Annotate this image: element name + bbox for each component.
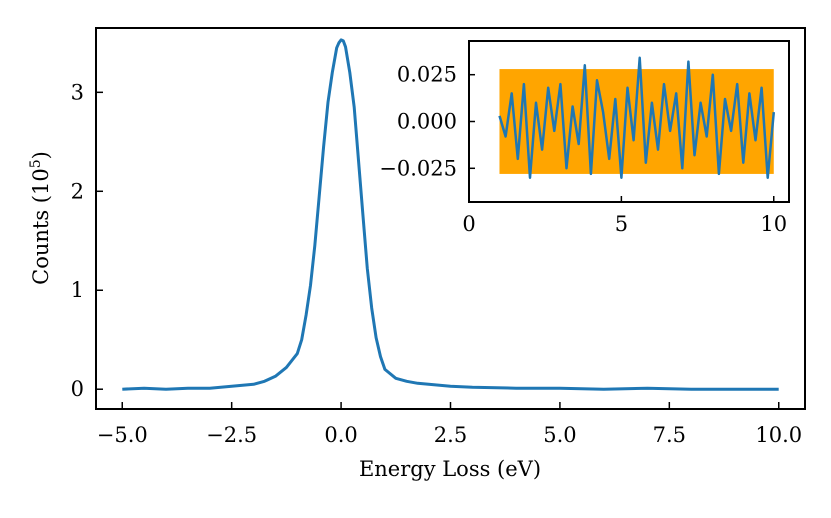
x-tick-label: 5.0 xyxy=(543,423,576,447)
y-axis-label: Counts (105) xyxy=(28,151,53,285)
x-tick-label: 0.0 xyxy=(324,423,357,447)
y-axis-label-main: Counts (10 xyxy=(29,168,53,285)
x-tick-label: 7.5 xyxy=(653,423,686,447)
inset-y-tick-label: −0.025 xyxy=(379,156,457,180)
y-axis-label-exponent: 5 xyxy=(28,159,44,168)
main-axes: −5.0 −2.5 0.0 2.5 5.0 7.5 10.0 0 1 2 3 Energy Loss… xyxy=(28,27,806,481)
y-tick-label: 3 xyxy=(71,80,84,104)
x-tick-label: −5.0 xyxy=(97,423,148,447)
inset-ticks: 0 5 10 0.025 0.000 −0.025 xyxy=(379,63,787,236)
x-tick-label: −2.5 xyxy=(206,423,257,447)
inset-x-tick-label: 10 xyxy=(760,212,787,236)
inset-plot-layer xyxy=(498,56,776,179)
y-tick-label: 1 xyxy=(71,278,84,302)
x-tick-label: 2.5 xyxy=(434,423,467,447)
inset-x-tick-label: 0 xyxy=(462,212,475,236)
x-axis-label: Energy Loss (eV) xyxy=(359,457,541,481)
inset-x-tick-label: 5 xyxy=(615,212,628,236)
inset-y-tick-label: 0.025 xyxy=(397,63,457,87)
inset-axes: 0 5 10 0.025 0.000 −0.025 xyxy=(379,40,790,236)
main-plot-layer xyxy=(122,38,779,391)
y-tick-label: 2 xyxy=(71,179,84,203)
inset-series-line-residual xyxy=(498,56,776,179)
y-tick-label: 0 xyxy=(71,377,84,401)
y-axis-label-close: ) xyxy=(29,151,53,159)
inset-y-tick-label: 0.000 xyxy=(397,110,457,134)
main-ticks: −5.0 −2.5 0.0 2.5 5.0 7.5 10.0 0 1 2 3 xyxy=(71,80,802,447)
x-tick-label: 10.0 xyxy=(755,423,802,447)
main-series-line-spectrum xyxy=(122,38,779,391)
